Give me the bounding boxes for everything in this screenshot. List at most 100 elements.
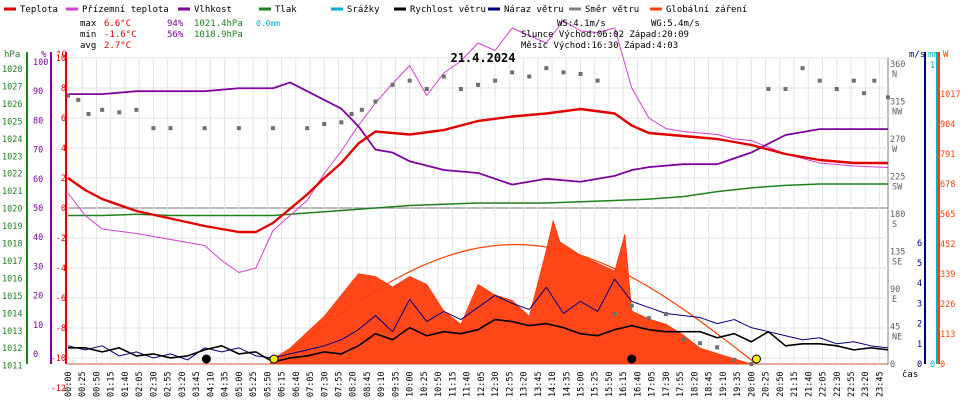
wm2-tick-label: 339 <box>940 270 955 280</box>
x-tick-label: 05:00 <box>235 371 245 397</box>
dir-tick-label: 90 <box>890 285 900 295</box>
wind-direction-point <box>458 87 463 92</box>
wm2-tick-label: 678 <box>940 180 955 190</box>
moonset-marker <box>201 354 211 364</box>
wind-direction-point <box>202 126 207 131</box>
wm2-tick-label: 565 <box>940 210 955 220</box>
x-tick-label: 06:40 <box>292 371 302 397</box>
dir-tick-label: 360 <box>890 60 905 70</box>
moonrise-marker <box>627 354 637 364</box>
wind-direction-point <box>373 99 378 104</box>
ms-tick-label: 6 <box>917 239 922 249</box>
wind-direction-point <box>390 82 395 87</box>
hpa-tick-label: 1023 <box>2 152 22 162</box>
x-tick-label: 10:25 <box>420 371 430 397</box>
x-tick-label: 11:40 <box>463 371 473 397</box>
wind-direction-point <box>441 74 446 79</box>
wm2-tick-label: 904 <box>940 120 955 130</box>
wind-direction-point <box>595 78 600 83</box>
wm2-tick-label: 452 <box>940 240 955 250</box>
legend-item: Přízemní teplota <box>82 5 169 15</box>
wind-direction-point <box>66 93 70 98</box>
wm2-tick-label: 791 <box>940 150 955 160</box>
percent-tick-label: 20 <box>33 292 43 302</box>
legend-item: Vlhkost <box>194 5 232 15</box>
dir-letter-label: NE <box>892 333 902 343</box>
x-tick-label: 12:55 <box>505 371 515 397</box>
x-tick-label: 21:15 <box>790 371 800 397</box>
hpa-tick-label: 1021 <box>2 187 22 197</box>
mm-tick-label: 0 <box>930 360 935 370</box>
celsius-tick-label: -2 <box>56 234 66 244</box>
legend-item: Směr větru <box>585 5 639 15</box>
x-tick-label: 20:00 <box>747 371 757 397</box>
legend-item: Tlak <box>275 5 297 15</box>
hpa-tick-label: 1011 <box>2 362 22 372</box>
wind-speed-line <box>68 318 889 363</box>
x-tick-label: 20:50 <box>776 371 786 397</box>
sunrise-marker <box>269 354 279 364</box>
x-tick-label: 09:10 <box>377 371 387 397</box>
wind-direction-point <box>646 316 651 321</box>
wm2-tick-label: 226 <box>940 300 955 310</box>
wind-direction-point <box>783 87 788 92</box>
x-tick-label: 00:25 <box>78 371 88 397</box>
humidity-line <box>68 81 888 186</box>
x-tick-label: 06:15 <box>278 371 288 397</box>
hpa-tick-label: 1025 <box>2 117 22 127</box>
wind-direction-point <box>117 110 122 115</box>
legend-item: Teplota <box>20 5 58 15</box>
wind-direction-point <box>715 345 720 350</box>
x-tick-label: 13:45 <box>534 371 544 397</box>
hpa-tick-label: 1027 <box>2 82 22 92</box>
wind-direction-point <box>76 97 81 102</box>
stats-temp: -1.6°C <box>104 30 137 40</box>
celsius-tick-label: 0 <box>61 204 66 214</box>
dir-letter-label: SE <box>892 258 902 268</box>
wind-direction-point <box>817 78 822 83</box>
x-tick-label: 00:50 <box>92 371 102 397</box>
wind-direction-point <box>800 66 805 71</box>
wind-direction-point <box>100 107 105 112</box>
legend-item: Náraz větru <box>504 5 564 15</box>
x-tick-label: 16:15 <box>619 371 629 397</box>
wind-gust-line <box>67 278 889 361</box>
x-tick-label: 12:05 <box>477 371 487 397</box>
x-tick-label: 08:45 <box>363 371 373 397</box>
percent-tick-label: 40 <box>33 233 43 243</box>
x-tick-label: 15:50 <box>605 371 615 397</box>
celsius-tick-label: -6 <box>56 294 66 304</box>
info-layer: max 6.6°C 94% 1021.4hPa 0.0mm min -1.6°C 56% 101… <box>80 19 700 51</box>
sunset-marker <box>751 354 761 364</box>
x-tick-label: 21:40 <box>804 371 814 397</box>
wm2-tick-label: 0 <box>940 360 945 370</box>
percent-tick-label: 30 <box>33 262 43 272</box>
x-tick-label: 23:20 <box>861 371 871 397</box>
wind-direction-point <box>561 70 566 75</box>
wind-gust-info: WG:5.4m/s <box>651 19 700 29</box>
wind-direction-point <box>578 72 583 77</box>
chart-title: 21.4.2024 <box>450 51 515 65</box>
stats-pressure: 1021.4hPa <box>194 19 243 29</box>
hpa-tick-label: 1017 <box>2 257 22 267</box>
celsius-tick-label: 2 <box>61 174 66 184</box>
wind-direction-point <box>834 87 839 92</box>
x-tick-label: 17:55 <box>676 371 686 397</box>
x-tick-label: 17:30 <box>662 371 672 397</box>
x-tick-label: 12:30 <box>491 371 501 397</box>
dir-tick-label: 0 <box>890 360 895 370</box>
x-tick-label: 00:00 <box>64 371 74 397</box>
stats-humidity: 94% <box>167 19 184 29</box>
x-tick-label: 22:30 <box>833 371 843 397</box>
hpa-tick-label: 1012 <box>2 344 22 354</box>
celsius-tick-label: -12 <box>51 384 66 394</box>
x-tick-label: 02:30 <box>149 371 159 397</box>
x-tick-label: 14:10 <box>548 371 558 397</box>
celsius-tick-label: -8 <box>56 324 66 334</box>
wm2-tick-label: 113 <box>940 330 955 340</box>
x-tick-label: 15:00 <box>577 371 587 397</box>
sun-info: Slunce Východ:06:02 Západ:20:09 <box>521 30 689 40</box>
wind-direction-point <box>493 78 498 83</box>
radiation-area <box>68 219 888 365</box>
